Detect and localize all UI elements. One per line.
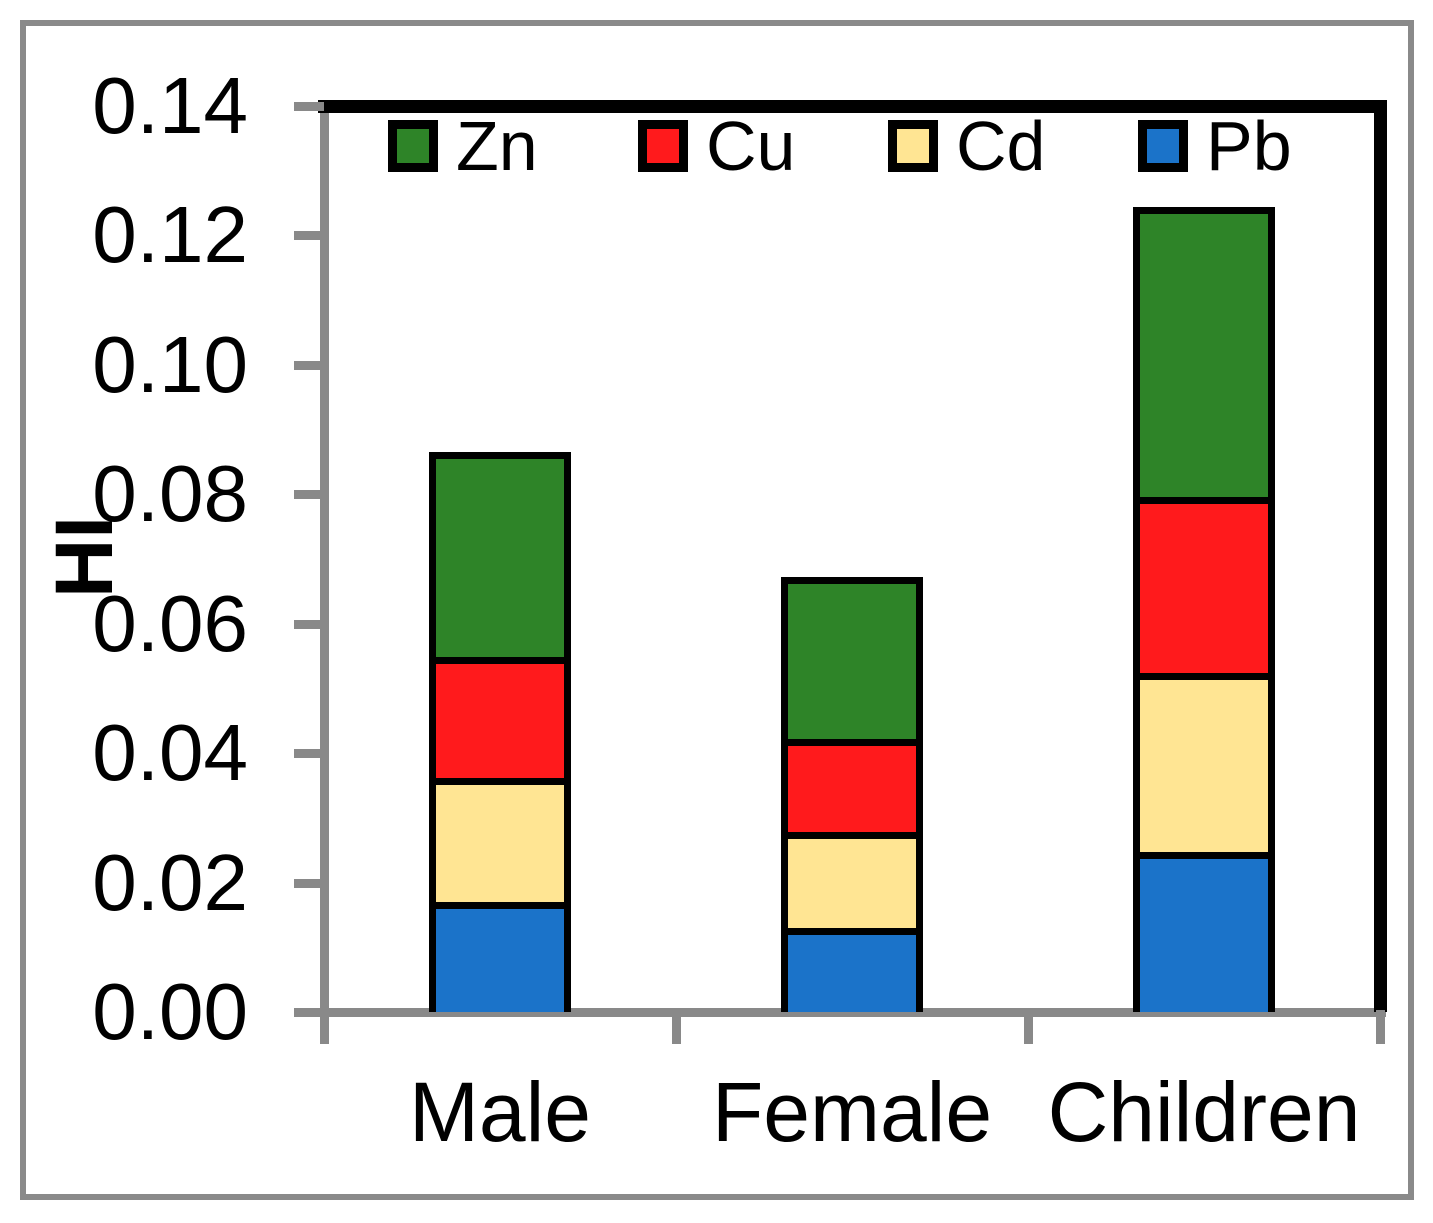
y-tick-label-0.04: 0.04 bbox=[92, 708, 248, 798]
male-zn-segment bbox=[436, 459, 564, 658]
y-axis-line bbox=[320, 100, 329, 1016]
legend-label-zn: Zn bbox=[456, 107, 538, 185]
male-cu-segment bbox=[436, 657, 564, 779]
legend-swatch-pb bbox=[1138, 120, 1188, 172]
y-tick-label-0.08: 0.08 bbox=[92, 449, 248, 539]
legend-label-cd: Cd bbox=[956, 107, 1046, 185]
legend-item-cu: Cu bbox=[638, 111, 795, 181]
category-label-male: Male bbox=[408, 1065, 592, 1159]
y-axis-title: HI bbox=[39, 516, 130, 598]
y-tick-0.08 bbox=[294, 490, 324, 500]
female-zn-segment bbox=[788, 584, 916, 739]
y-tick-label-0.10: 0.10 bbox=[92, 319, 248, 409]
female-cd-segment bbox=[788, 832, 916, 929]
legend-label-pb: Pb bbox=[1206, 107, 1292, 185]
children-pb-segment bbox=[1140, 852, 1268, 1012]
bar-female bbox=[781, 577, 923, 1012]
legend-swatch-cu bbox=[638, 120, 688, 172]
y-tick-0.12 bbox=[294, 231, 324, 241]
bar-male bbox=[429, 452, 571, 1013]
y-tick-0.02 bbox=[294, 878, 324, 888]
x-tick-0 bbox=[320, 1010, 329, 1044]
legend-item-cd: Cd bbox=[888, 111, 1045, 181]
children-cu-segment bbox=[1140, 497, 1268, 673]
y-tick-0.14 bbox=[294, 102, 324, 111]
female-pb-segment bbox=[788, 928, 916, 1012]
legend-item-zn: Zn bbox=[388, 111, 538, 181]
y-tick-label-0.12: 0.12 bbox=[92, 190, 248, 280]
x-tick-2 bbox=[1024, 1010, 1033, 1044]
plot-right-border bbox=[1374, 100, 1387, 1012]
y-tick-0.10 bbox=[294, 360, 324, 370]
male-cd-segment bbox=[436, 778, 564, 903]
y-tick-label-0.14: 0.14 bbox=[92, 61, 248, 150]
legend-label-cu: Cu bbox=[706, 107, 796, 185]
y-tick-0.00 bbox=[294, 1008, 324, 1017]
x-tick-1 bbox=[672, 1010, 681, 1044]
legend-swatch-zn bbox=[388, 120, 438, 172]
male-pb-segment bbox=[436, 902, 564, 1013]
x-tick-3 bbox=[1376, 1010, 1385, 1044]
y-tick-label-0.02: 0.02 bbox=[92, 837, 248, 927]
children-cd-segment bbox=[1140, 672, 1268, 853]
category-label-female: Female bbox=[711, 1065, 993, 1159]
legend-item-pb: Pb bbox=[1138, 111, 1292, 181]
category-label-children: Children bbox=[1047, 1065, 1361, 1159]
bar-children bbox=[1133, 207, 1275, 1012]
plot-top-border bbox=[318, 100, 1386, 113]
female-cu-segment bbox=[788, 738, 916, 833]
y-tick-label-0.00: 0.00 bbox=[92, 967, 248, 1056]
y-tick-label-0.06: 0.06 bbox=[92, 578, 248, 668]
children-zn-segment bbox=[1140, 214, 1268, 498]
y-tick-0.04 bbox=[294, 749, 324, 759]
x-axis-line bbox=[294, 1008, 1386, 1017]
y-tick-0.06 bbox=[294, 619, 324, 629]
legend-swatch-cd bbox=[888, 120, 938, 172]
